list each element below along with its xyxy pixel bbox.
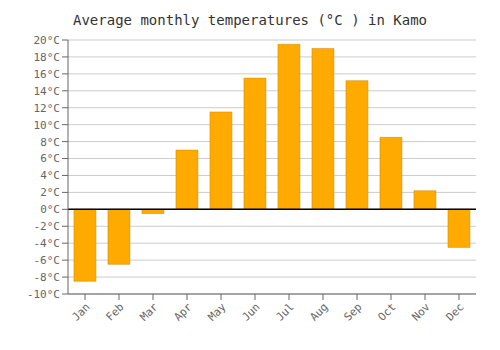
svg-text:May: May [205, 300, 229, 324]
svg-text:-6°C: -6°C [34, 254, 61, 267]
svg-text:Jun: Jun [239, 300, 262, 323]
svg-text:10°C: 10°C [34, 119, 61, 132]
svg-text:-4°C: -4°C [34, 237, 61, 250]
svg-text:Mar: Mar [137, 300, 161, 324]
svg-text:Feb: Feb [103, 300, 126, 323]
svg-text:Aug: Aug [307, 300, 330, 323]
svg-text:Jul: Jul [273, 300, 296, 323]
svg-text:8°C: 8°C [40, 136, 60, 149]
svg-text:-2°C: -2°C [34, 220, 61, 233]
svg-text:Sep: Sep [341, 300, 364, 323]
svg-text:Oct: Oct [375, 300, 398, 323]
svg-text:Apr: Apr [171, 300, 195, 324]
svg-text:20°C: 20°C [34, 34, 61, 47]
svg-text:-10°C: -10°C [27, 288, 60, 301]
svg-text:2°C: 2°C [40, 186, 60, 199]
svg-text:18°C: 18°C [34, 51, 61, 64]
svg-text:-8°C: -8°C [34, 271, 61, 284]
svg-text:Jan: Jan [69, 300, 92, 323]
svg-text:12°C: 12°C [34, 102, 61, 115]
svg-text:4°C: 4°C [40, 169, 60, 182]
svg-text:Nov: Nov [409, 300, 433, 324]
svg-text:14°C: 14°C [34, 85, 61, 98]
svg-text:0°C: 0°C [40, 203, 60, 216]
svg-text:Dec: Dec [443, 300, 466, 323]
svg-text:16°C: 16°C [34, 68, 61, 81]
html-text:Average monthly temperatures (: Average monthly temperatures (°C ) in Ka… [73, 12, 427, 28]
svg-text:6°C: 6°C [40, 152, 60, 165]
